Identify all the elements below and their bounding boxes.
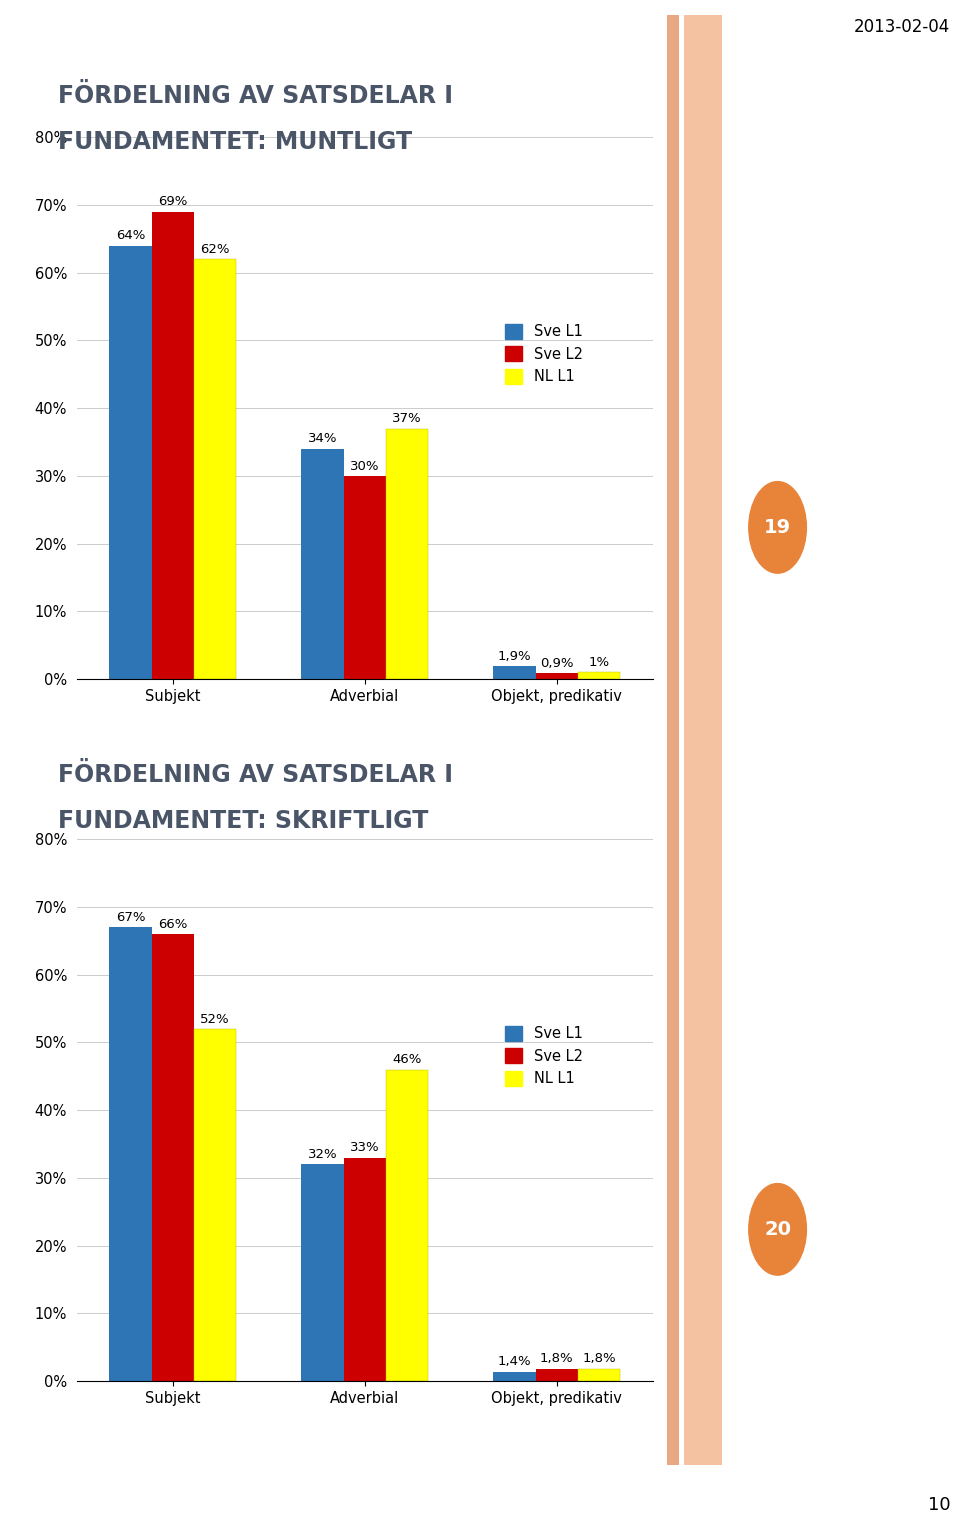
Text: 19: 19: [764, 517, 791, 537]
Bar: [386, 429, 428, 679]
Text: 46%: 46%: [393, 1053, 421, 1067]
Bar: [578, 1369, 620, 1381]
Text: 30%: 30%: [350, 459, 379, 473]
Bar: [152, 934, 194, 1381]
Text: 33%: 33%: [350, 1141, 379, 1154]
Text: 20: 20: [764, 1219, 791, 1239]
Bar: [536, 673, 578, 679]
Text: FUNDAMENTET: SKRIFTLIGT: FUNDAMENTET: SKRIFTLIGT: [58, 809, 428, 833]
Bar: [344, 476, 386, 679]
Bar: [493, 1372, 536, 1381]
Text: FÖRDELNING AV SATSDELAR I: FÖRDELNING AV SATSDELAR I: [58, 763, 452, 787]
Text: 66%: 66%: [158, 917, 187, 931]
Text: 1,9%: 1,9%: [497, 650, 532, 662]
Text: 37%: 37%: [393, 412, 421, 426]
Bar: [536, 1369, 578, 1381]
Text: 0,9%: 0,9%: [540, 656, 573, 670]
Text: 64%: 64%: [116, 229, 145, 243]
Text: 2013-02-04: 2013-02-04: [854, 18, 950, 37]
Text: 1,8%: 1,8%: [582, 1352, 616, 1366]
Bar: [301, 1164, 344, 1381]
Bar: [578, 673, 620, 679]
Bar: [194, 259, 236, 679]
Bar: [493, 667, 536, 679]
Text: 10: 10: [927, 1495, 950, 1514]
Legend: Sve L1, Sve L2, NL L1: Sve L1, Sve L2, NL L1: [499, 1019, 588, 1093]
Bar: [194, 1029, 236, 1381]
Text: 67%: 67%: [116, 911, 145, 923]
Text: 32%: 32%: [308, 1148, 337, 1161]
Bar: [152, 212, 194, 679]
Bar: [344, 1158, 386, 1381]
Text: 69%: 69%: [158, 195, 187, 209]
Text: FUNDAMENTET: MUNTLIGT: FUNDAMENTET: MUNTLIGT: [58, 130, 412, 154]
Text: 1,8%: 1,8%: [540, 1352, 574, 1366]
Bar: [386, 1070, 428, 1381]
Text: 1,4%: 1,4%: [497, 1355, 532, 1369]
Text: 62%: 62%: [201, 243, 229, 256]
Legend: Sve L1, Sve L2, NL L1: Sve L1, Sve L2, NL L1: [499, 317, 588, 391]
Bar: [301, 449, 344, 679]
Text: 34%: 34%: [308, 432, 337, 446]
Text: FÖRDELNING AV SATSDELAR I: FÖRDELNING AV SATSDELAR I: [58, 84, 452, 108]
Bar: [109, 246, 152, 679]
Text: 1%: 1%: [588, 656, 610, 668]
Bar: [109, 928, 152, 1381]
Text: 52%: 52%: [201, 1013, 229, 1025]
